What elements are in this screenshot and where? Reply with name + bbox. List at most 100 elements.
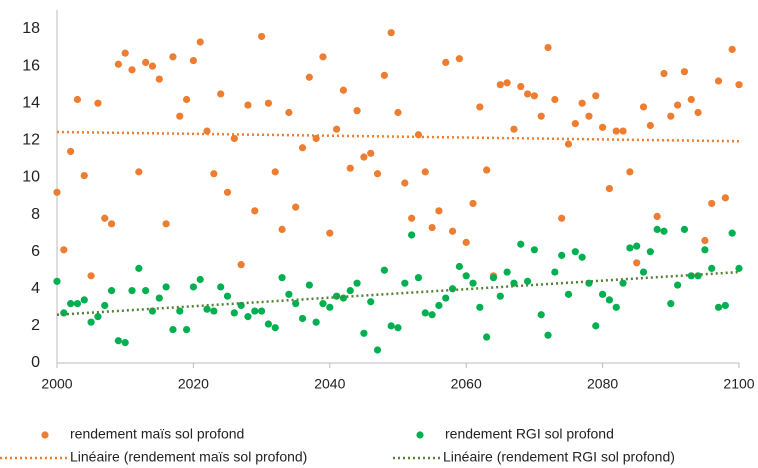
point [551,268,559,276]
point [203,305,211,313]
point [67,300,75,308]
point [558,214,566,222]
point [298,144,307,152]
point [223,188,232,196]
x-tick-label: 2020 [178,376,209,392]
point [155,75,163,83]
point [639,268,648,276]
point [121,49,129,57]
point [496,81,504,89]
point [176,307,184,315]
point [251,207,259,215]
point [612,127,620,135]
point [653,212,661,221]
point [483,166,491,174]
point [346,287,354,295]
point [326,229,334,237]
point [660,227,668,235]
point [94,313,102,321]
point [571,248,579,256]
point [128,287,136,295]
point [87,318,95,326]
point [53,188,61,196]
point [394,324,402,332]
y-tick-label: 12 [22,132,40,149]
point [694,108,702,117]
point [114,60,122,68]
point [728,45,736,54]
point [367,149,375,157]
point [687,95,695,104]
point [237,301,245,310]
point [67,147,75,156]
x-tick-label: 2060 [451,376,482,392]
point [646,248,654,256]
point [217,90,225,98]
point [94,99,102,107]
point [278,225,286,233]
point [169,326,177,334]
point [517,240,525,248]
point [326,303,334,311]
point [367,298,375,306]
point [530,92,539,100]
point [455,262,463,271]
point [73,95,82,104]
point [523,90,532,98]
point [612,303,620,311]
point [101,214,109,222]
point [182,95,191,104]
point [489,274,498,282]
point [162,283,170,291]
point [182,326,191,334]
point [387,29,395,37]
point [271,168,279,176]
point [708,264,716,272]
y-tick-label: 4 [31,280,40,297]
point [292,300,300,308]
point [353,107,361,115]
point [428,223,436,232]
point [619,279,627,287]
point [387,322,395,330]
point [148,62,157,70]
y-tick-label: 10 [22,169,40,186]
point [674,281,682,289]
point [564,140,573,148]
point [728,229,736,237]
point [305,281,313,289]
point [401,279,409,287]
point [244,101,252,109]
point [414,131,423,139]
y-tick-label: 18 [22,20,40,37]
point [496,292,504,300]
point [244,313,252,321]
point [339,86,348,94]
point [476,103,484,111]
point [537,311,545,319]
point [278,274,286,282]
point [333,125,341,133]
point [578,253,586,261]
point [264,99,273,107]
point [148,307,157,315]
point [551,95,559,104]
point [401,179,409,187]
y-tick-label: 8 [31,206,40,223]
point [680,225,689,233]
y-tick-label: 14 [22,94,40,111]
legend-marker [416,431,424,439]
point [660,69,668,78]
point [135,168,143,176]
point [230,134,238,143]
point [592,92,600,100]
legend-marker [41,431,49,439]
x-tick-label: 2080 [587,376,618,392]
point [701,236,709,245]
point [435,207,443,215]
point [73,300,82,308]
legend-label: Linéaire (rendement RGI sol profond) [443,449,675,465]
point [114,337,122,345]
y-tick-label: 6 [31,243,40,260]
